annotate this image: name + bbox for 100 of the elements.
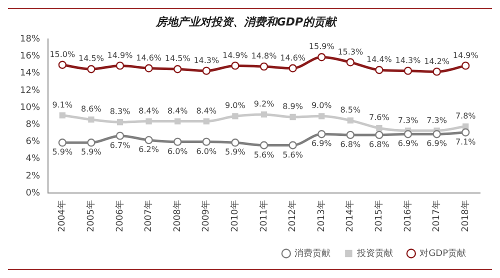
data-label: 6.7% bbox=[110, 140, 131, 150]
data-label: 6.9% bbox=[398, 139, 419, 148]
point bbox=[88, 116, 94, 123]
data-label: 14.9% bbox=[107, 50, 134, 60]
x-tick-label: 2010年 bbox=[230, 200, 241, 232]
data-label: 8.9% bbox=[282, 102, 304, 112]
data-label: 7.8% bbox=[455, 111, 476, 120]
y-tick-label: 8% bbox=[26, 120, 40, 130]
data-label: 15.9% bbox=[308, 42, 335, 52]
point bbox=[288, 141, 297, 150]
data-label: 7.1% bbox=[455, 137, 476, 146]
data-label: 8.4% bbox=[196, 106, 217, 116]
point bbox=[404, 66, 412, 75]
chart-title: 房地产业对投资、消费和GDP的贡献 bbox=[154, 15, 338, 28]
data-label: 7.3% bbox=[426, 116, 448, 125]
data-label: 6.8% bbox=[369, 140, 390, 150]
data-label: 6.0% bbox=[167, 146, 188, 156]
point bbox=[260, 62, 268, 71]
data-label: 9.0% bbox=[225, 101, 246, 110]
y-tick-label: 10% bbox=[20, 102, 40, 113]
y-tick-label: 6% bbox=[26, 137, 40, 148]
data-label: 6.9% bbox=[426, 139, 448, 148]
point bbox=[318, 130, 326, 138]
data-label: 5.6% bbox=[282, 150, 304, 160]
data-label: 6.9% bbox=[311, 139, 332, 148]
point bbox=[174, 65, 182, 74]
point bbox=[58, 60, 67, 69]
point bbox=[116, 119, 124, 126]
point bbox=[462, 62, 470, 70]
point bbox=[202, 66, 211, 75]
y-tick-label: 0% bbox=[26, 188, 40, 198]
data-label: 8.3% bbox=[110, 107, 131, 116]
point bbox=[318, 53, 326, 62]
data-label: 5.9% bbox=[81, 148, 102, 157]
point bbox=[144, 136, 153, 144]
point bbox=[290, 114, 296, 120]
legend-label: 投资贡献 bbox=[356, 248, 394, 259]
legend-label: 对GDP贡献 bbox=[420, 248, 466, 259]
point bbox=[404, 130, 412, 138]
data-label: 7.3% bbox=[398, 116, 419, 125]
point bbox=[59, 112, 66, 118]
y-tick-label: 14% bbox=[20, 68, 40, 79]
data-label: 9.1% bbox=[52, 100, 73, 110]
x-tick-label: 2015年 bbox=[374, 200, 385, 232]
x-tick-label: 2008年 bbox=[172, 200, 183, 232]
data-label: 14.6% bbox=[136, 53, 162, 62]
point bbox=[58, 138, 67, 147]
point bbox=[347, 117, 354, 124]
data-label: 14.8% bbox=[251, 52, 278, 61]
point bbox=[174, 118, 181, 124]
data-label: 14.5% bbox=[78, 54, 104, 64]
data-label: 14.9% bbox=[222, 50, 248, 60]
point bbox=[288, 64, 297, 72]
y-tick-label: 18% bbox=[20, 34, 40, 45]
point bbox=[203, 118, 210, 124]
data-label: 6.0% bbox=[196, 146, 217, 156]
point bbox=[116, 62, 124, 70]
point bbox=[87, 138, 96, 147]
data-label: 6.2% bbox=[138, 145, 160, 154]
x-tick-label: 2009年 bbox=[200, 200, 212, 232]
point bbox=[375, 130, 384, 140]
point bbox=[432, 68, 441, 76]
data-label: 14.3% bbox=[194, 56, 220, 65]
point bbox=[462, 128, 470, 136]
legend-label: 消费贡献 bbox=[294, 248, 331, 259]
point bbox=[260, 141, 268, 150]
x-tick-label: 2012年 bbox=[287, 200, 298, 232]
data-label: 8.4% bbox=[138, 106, 160, 116]
x-tick-label: 2017年 bbox=[431, 200, 442, 232]
x-tick-label: 2005年 bbox=[86, 200, 97, 232]
point bbox=[376, 125, 382, 132]
x-tick-label: 2004年 bbox=[56, 200, 68, 232]
point bbox=[346, 58, 354, 66]
point bbox=[146, 118, 152, 124]
point bbox=[260, 111, 268, 118]
data-label: 14.6% bbox=[280, 53, 306, 62]
point bbox=[232, 113, 238, 120]
x-tick-label: 2006年 bbox=[114, 200, 126, 232]
data-label: 15.3% bbox=[338, 47, 364, 56]
point bbox=[432, 130, 441, 138]
x-tick-label: 2018年 bbox=[460, 200, 471, 232]
point bbox=[116, 132, 124, 140]
point bbox=[202, 138, 211, 146]
point bbox=[318, 113, 325, 120]
point bbox=[231, 138, 240, 147]
data-label: 14.3% bbox=[395, 56, 422, 65]
x-tick-label: 2011年 bbox=[258, 200, 270, 232]
y-tick-label: 12% bbox=[20, 86, 40, 96]
x-tick-label: 2016年 bbox=[402, 200, 414, 232]
data-label: 8.4% bbox=[167, 106, 188, 116]
point bbox=[231, 62, 240, 70]
data-label: 14.9% bbox=[452, 50, 479, 60]
data-label: 5.9% bbox=[225, 148, 246, 157]
point bbox=[375, 66, 384, 74]
data-label: 8.6% bbox=[81, 104, 102, 114]
point bbox=[346, 130, 354, 140]
point bbox=[87, 65, 96, 74]
data-label: 14.2% bbox=[424, 56, 450, 66]
data-label: 14.5% bbox=[164, 54, 191, 64]
x-tick-label: 2007年 bbox=[143, 200, 154, 232]
